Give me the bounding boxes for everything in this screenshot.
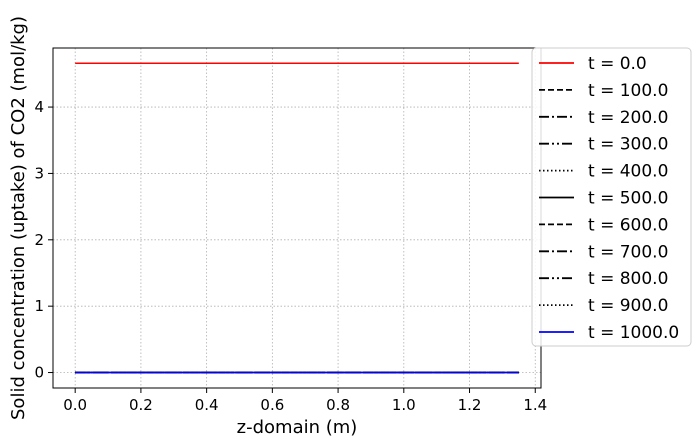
legend-label: t = 200.0 [588,108,668,128]
legend-label: t = 700.0 [588,242,668,262]
x-tick-label: 0.6 [260,396,284,414]
y-tick-label: 3 [34,164,44,182]
x-tick-label: 0.2 [129,396,153,414]
series-layer [75,62,519,374]
legend-label: t = 1000.0 [588,323,679,343]
legend: t = 0.0 t = 100.0 t = 200.0 t = 300.0 t = 40… [531,47,692,347]
legend-label: t = 500.0 [588,189,668,209]
y-tick-label: 2 [34,231,44,249]
legend-label: t = 800.0 [588,269,668,289]
legend-label: t = 0.0 [588,54,647,74]
legend-label: t = 400.0 [588,162,668,182]
x-tick-label: 1.2 [458,396,482,414]
legend-label: t = 600.0 [588,215,668,235]
x-tick-label: 0.4 [195,396,219,414]
y-axis-ticks: 0 1 2 3 4 [34,98,53,382]
y-tick-label: 0 [34,364,44,382]
legend-label: t = 300.0 [588,135,668,155]
x-axis-label: z-domain (m) [237,417,358,438]
legend-label: t = 900.0 [588,296,668,316]
x-tick-label: 0.8 [326,396,350,414]
y-axis-label: Solid concentration (uptake) of CO2 (mol… [8,16,29,420]
y-tick-label: 4 [34,98,44,116]
x-tick-label: 0.0 [63,396,87,414]
legend-label: t = 100.0 [588,81,668,101]
y-tick-label: 1 [34,297,44,315]
x-tick-label: 1.4 [523,396,547,414]
legend-frame [531,47,692,347]
x-tick-label: 1.0 [392,396,416,414]
x-axis-ticks: 0.0 0.2 0.4 0.6 0.8 1.0 1.2 1.4 [63,388,547,414]
